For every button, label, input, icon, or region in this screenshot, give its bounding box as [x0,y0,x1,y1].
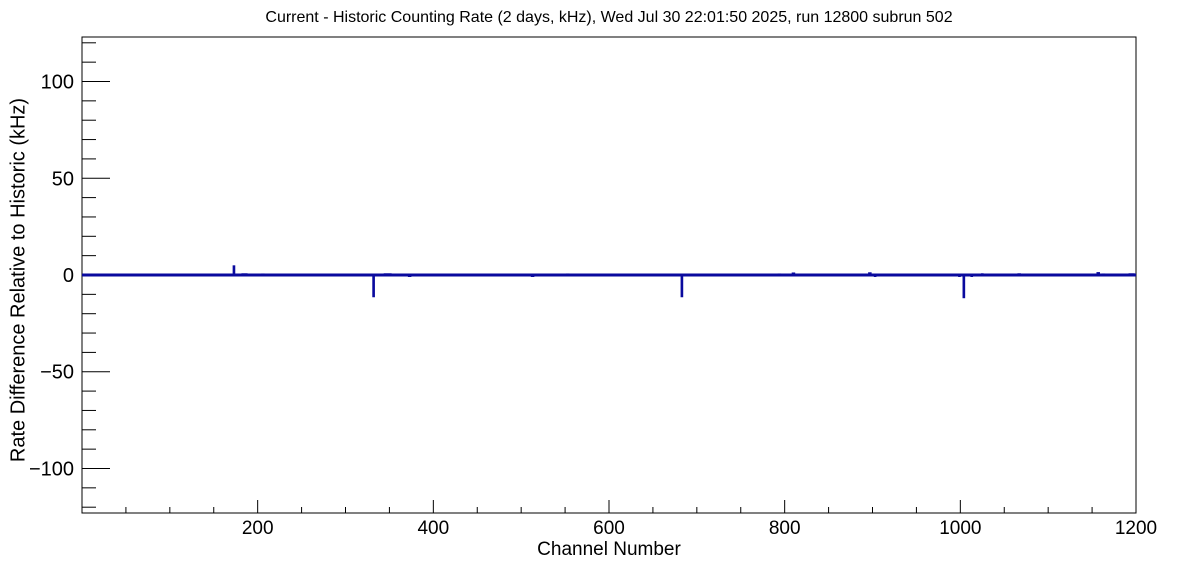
y-tick-label: 50 [52,168,74,190]
x-axis-title: Channel Number [537,539,681,560]
chart-title: Current - Historic Counting Rate (2 days… [265,9,953,26]
y-tick-label: −100 [29,458,74,480]
data-spike [372,275,375,298]
data-spike [962,275,966,299]
x-tick-label: 400 [417,518,449,539]
data-spike [680,275,684,298]
x-tick-label: 200 [242,518,274,539]
x-tick-label: 1000 [939,518,981,539]
y-tick-label: 100 [41,72,74,94]
y-tick-label: 0 [63,265,74,287]
y-tick-label: −50 [40,362,74,384]
x-tick-label: 1200 [1115,518,1157,539]
x-tick-label: 800 [769,518,801,539]
data-spike [232,265,236,275]
x-tick-label: 600 [593,518,625,539]
